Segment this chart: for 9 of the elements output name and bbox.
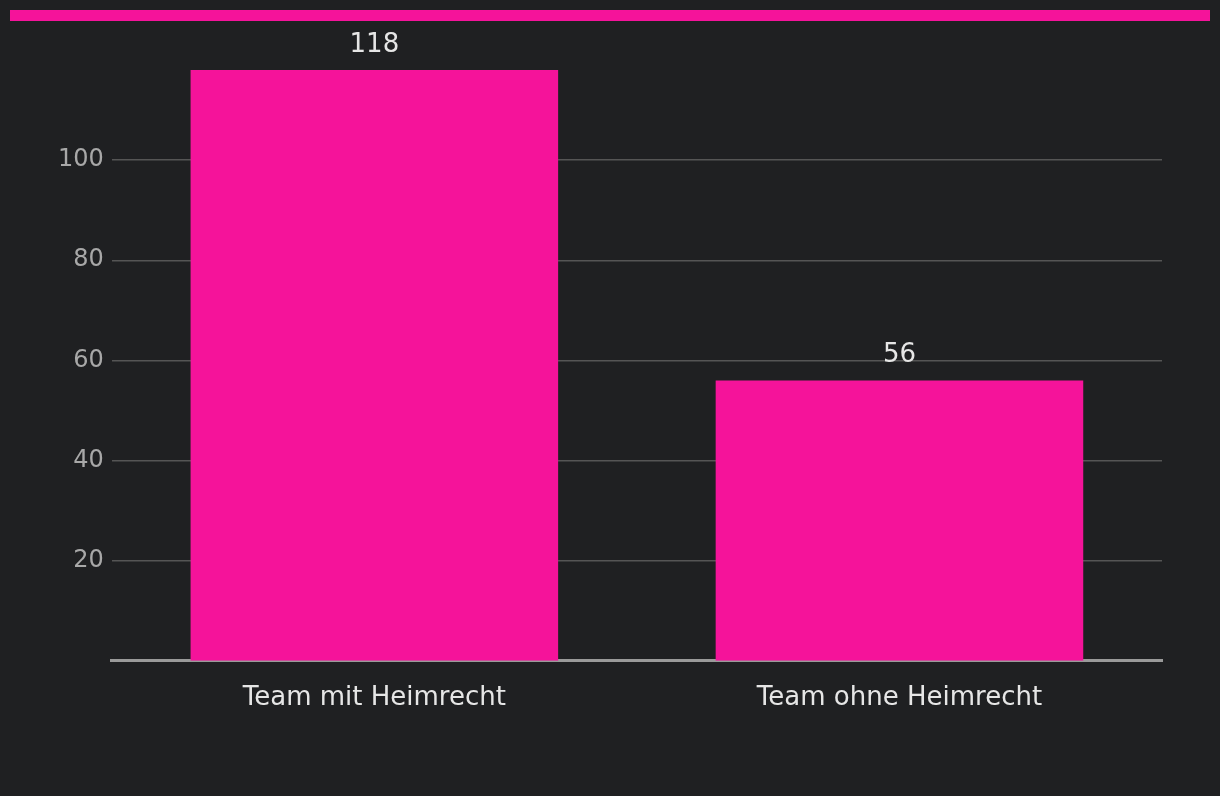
x-tick-label: Team mit Heimrecht [241, 681, 506, 712]
y-tick-label: 100 [58, 144, 104, 173]
y-tick-label: 20 [73, 544, 104, 573]
y-tick-label: 40 [73, 444, 104, 473]
data-label: 118 [349, 27, 400, 58]
y-tick-label: 60 [73, 344, 104, 373]
y-tick-label: 80 [73, 244, 104, 273]
data-label: 56 [882, 338, 916, 369]
x-tick-label: Team ohne Heimrecht [755, 681, 1043, 712]
